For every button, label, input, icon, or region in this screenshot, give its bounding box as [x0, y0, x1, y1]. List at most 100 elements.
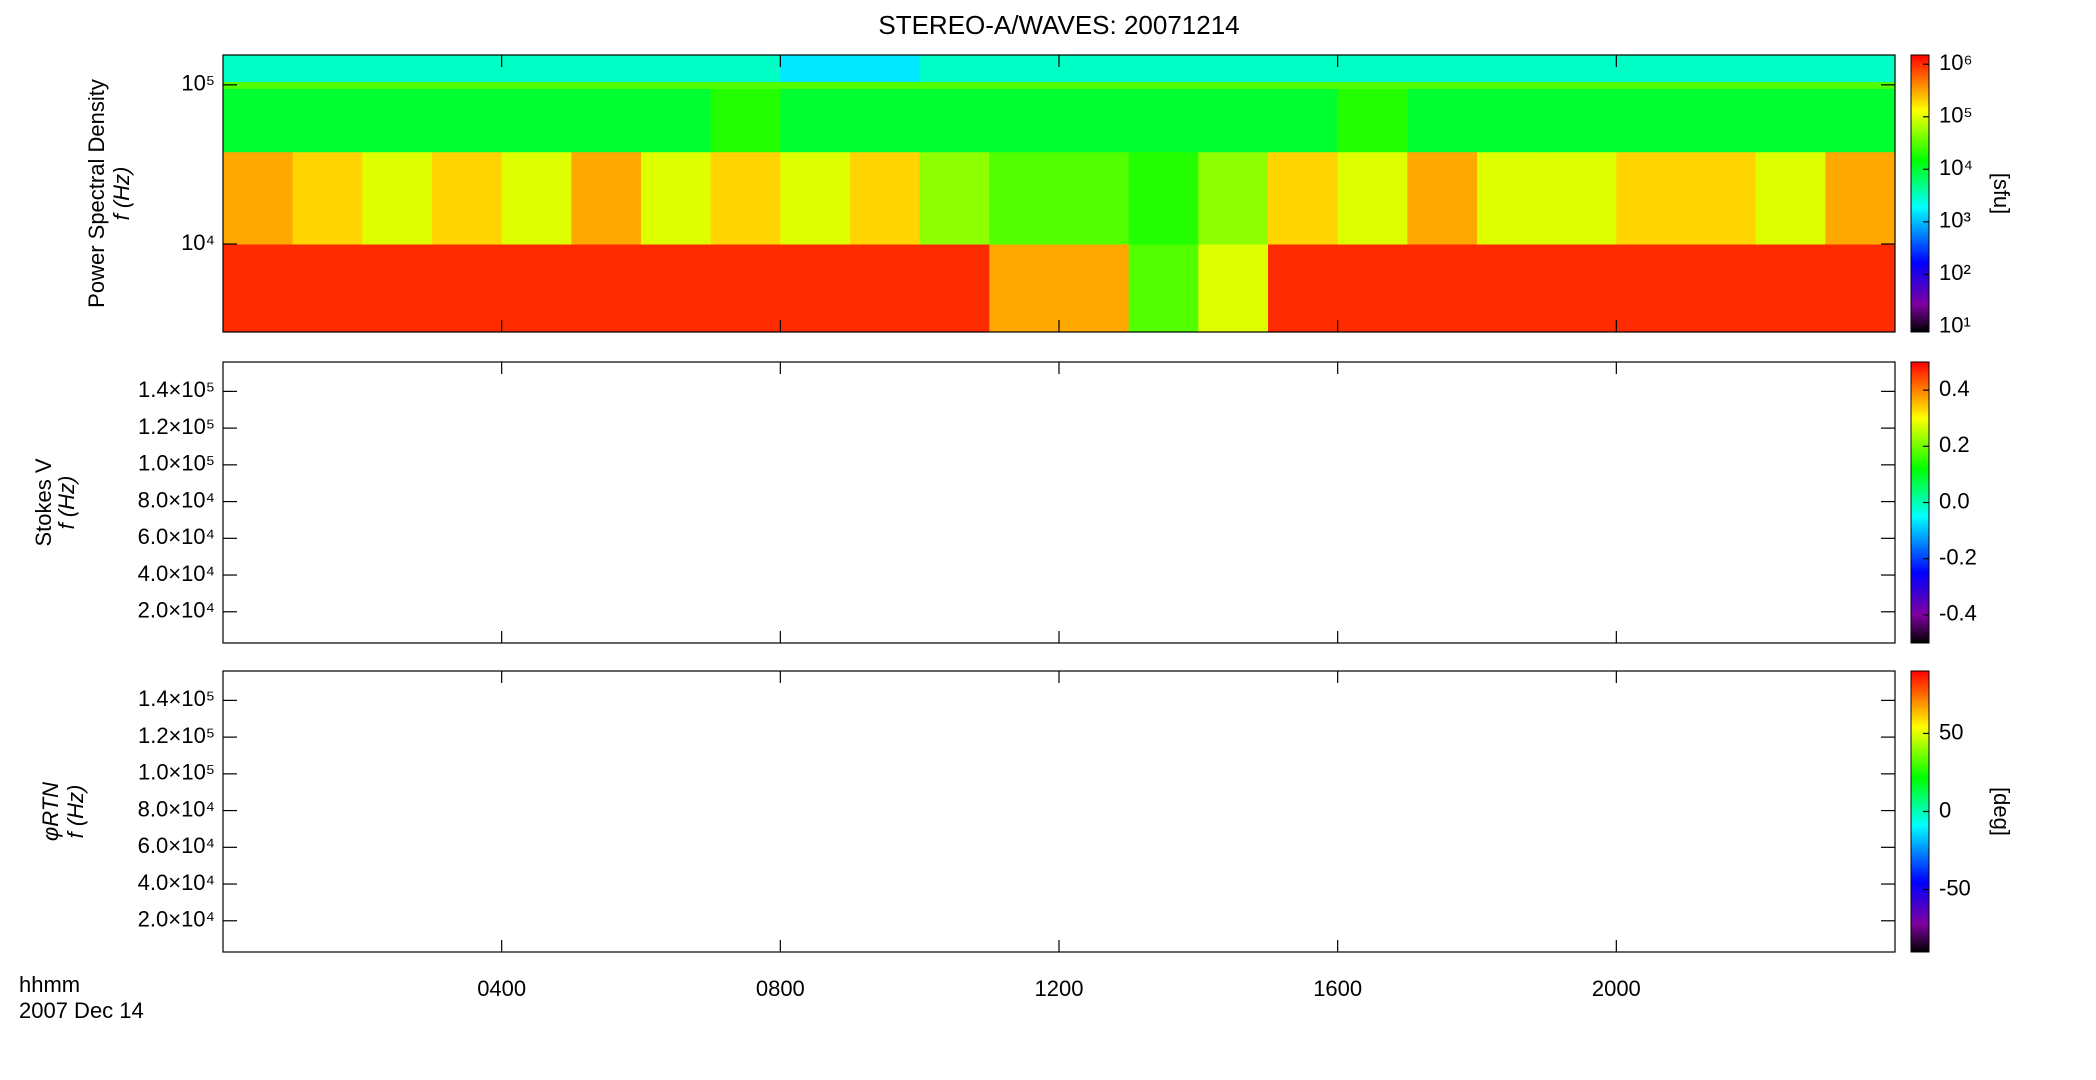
- colorbar-tick-label: 10⁶: [1939, 50, 1973, 75]
- heatmap-cell: [1407, 55, 1478, 82]
- heatmap-cell: [780, 151, 851, 245]
- heatmap-cell: [571, 244, 642, 333]
- heatmap-cell: [1825, 81, 1896, 89]
- heatmap-cell: [1616, 55, 1687, 82]
- y-axis-label: f (Hz): [54, 476, 79, 530]
- y-axis-label: φRTN: [38, 782, 63, 841]
- heatmap-cell: [1198, 81, 1269, 89]
- heatmap-cell: [1268, 244, 1339, 333]
- heatmap-cell: [1546, 88, 1617, 153]
- heatmap-cell: [432, 244, 503, 333]
- heatmap-cell: [1337, 55, 1408, 82]
- colorbar-tick-label: 0.2: [1939, 432, 1970, 457]
- heatmap-cell: [989, 151, 1060, 245]
- heatmap-cell: [432, 55, 503, 82]
- heatmap-cell: [1407, 88, 1478, 153]
- heatmap-cell: [1059, 88, 1130, 153]
- heatmap-cell: [1616, 81, 1687, 89]
- heatmap-cell: [919, 55, 990, 82]
- heatmap-cell: [1477, 244, 1548, 333]
- colorbar-tick-label: -50: [1939, 875, 1971, 900]
- heatmap-cell: [223, 81, 294, 89]
- heatmap-cell: [1128, 55, 1199, 82]
- heatmap-cell: [989, 88, 1060, 153]
- heatmap-cell: [1477, 81, 1548, 89]
- heatmap-cell: [1128, 81, 1199, 89]
- colorbar-tick-label: 50: [1939, 719, 1963, 744]
- y-tick-label: 10⁵: [181, 71, 215, 96]
- x-tick-label: 1200: [1035, 976, 1084, 1001]
- colorbar-tick-label: 10⁴: [1939, 155, 1973, 180]
- heatmap-cell: [1686, 151, 1757, 245]
- heatmap-cell: [1268, 151, 1339, 245]
- heatmap-cell: [1755, 88, 1826, 153]
- heatmap-cell: [501, 151, 572, 245]
- heatmap-cell: [501, 88, 572, 153]
- heatmap-cell: [292, 81, 363, 89]
- heatmap-cell: [1755, 151, 1826, 245]
- heatmap-cell: [1686, 244, 1757, 333]
- heatmap-cell: [710, 81, 781, 89]
- x-axis-label: hhmm: [19, 972, 80, 997]
- heatmap-cell: [1686, 81, 1757, 89]
- heatmap-cell: [850, 88, 921, 153]
- colorbar-tick-label: 10¹: [1939, 313, 1971, 338]
- heatmap-cell: [1128, 151, 1199, 245]
- heatmap-cell: [223, 55, 294, 82]
- heatmap-cell: [1268, 81, 1339, 89]
- heatmap-cell: [571, 55, 642, 82]
- heatmap-cell: [1128, 244, 1199, 333]
- colorbar-tick-label: 10³: [1939, 208, 1971, 233]
- y-tick-label: 2.0×10⁴: [138, 598, 215, 623]
- colorbar-tick-label: 0.0: [1939, 488, 1970, 513]
- heatmap-cell: [641, 244, 712, 333]
- colorbar-tick-label: 0.4: [1939, 376, 1970, 401]
- heatmap-cell: [432, 81, 503, 89]
- heatmap-cell: [989, 81, 1060, 89]
- y-axis-label: Stokes V: [31, 458, 56, 546]
- y-tick-label: 2.0×10⁴: [138, 907, 215, 932]
- heatmap-cell: [1686, 55, 1757, 82]
- heatmap-cell: [1546, 151, 1617, 245]
- colorbar-tick-label: 0: [1939, 797, 1951, 822]
- heatmap-cell: [710, 55, 781, 82]
- x-tick-label: 2000: [1592, 976, 1641, 1001]
- colorbar-label: [deg]: [1989, 787, 2014, 836]
- heatmap-cell: [919, 244, 990, 333]
- x-tick-label: 0800: [756, 976, 805, 1001]
- heatmap-cell: [1825, 55, 1896, 82]
- heatmap-cell: [1198, 151, 1269, 245]
- heatmap-cell: [919, 88, 990, 153]
- heatmap-cell: [1198, 55, 1269, 82]
- heatmap-cell: [1477, 88, 1548, 153]
- heatmap-cell: [780, 244, 851, 333]
- heatmap-cell: [1616, 151, 1687, 245]
- heatmap-cell: [641, 55, 712, 82]
- heatmap-cell: [1059, 81, 1130, 89]
- colorbar-tick-label: -0.2: [1939, 545, 1977, 570]
- y-tick-label: 6.0×10⁴: [138, 524, 215, 549]
- heatmap-cell: [571, 88, 642, 153]
- heatmap-cell: [1546, 55, 1617, 82]
- heatmap-cell: [292, 88, 363, 153]
- heatmap-cell: [641, 88, 712, 153]
- colorbar-tick-label: 10²: [1939, 260, 1971, 285]
- heatmap-cell: [1616, 244, 1687, 333]
- x-tick-label: 0400: [477, 976, 526, 1001]
- heatmap-cell: [1407, 151, 1478, 245]
- heatmap-cell: [1059, 151, 1130, 245]
- heatmap-cell: [780, 88, 851, 153]
- chart-title: STEREO-A/WAVES: 20071214: [878, 10, 1239, 40]
- heatmap-cell: [641, 81, 712, 89]
- heatmap-cell: [1477, 55, 1548, 82]
- heatmap-cell: [1616, 88, 1687, 153]
- heatmap-cell: [780, 81, 851, 89]
- y-tick-label: 6.0×10⁴: [138, 833, 215, 858]
- heatmap-cell: [1407, 81, 1478, 89]
- y-tick-label: 8.0×10⁴: [138, 796, 215, 821]
- heatmap-cell: [989, 244, 1060, 333]
- y-tick-label: 1.0×10⁵: [138, 760, 215, 785]
- heatmap-cell: [501, 55, 572, 82]
- heatmap-cell: [432, 151, 503, 245]
- heatmap-cell: [780, 55, 851, 82]
